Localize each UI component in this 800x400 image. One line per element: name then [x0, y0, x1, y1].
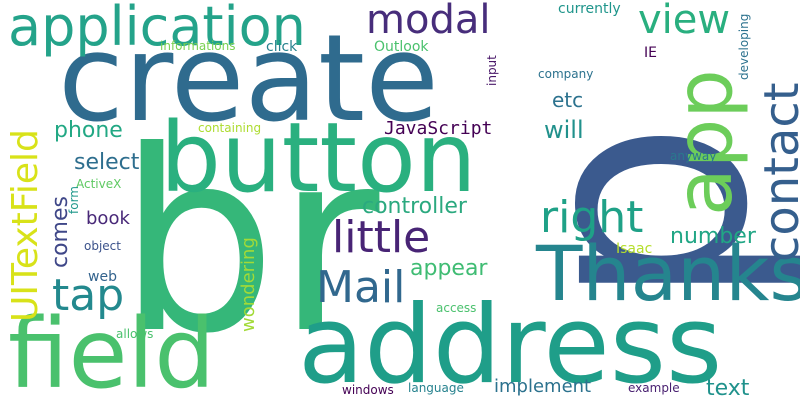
- word-UITextField: UITextField: [5, 129, 46, 322]
- word-developing: developing: [737, 13, 751, 80]
- word-form: form: [67, 186, 81, 214]
- word-app: app: [660, 69, 750, 216]
- word-containing: containing: [198, 121, 262, 135]
- word-little: little: [332, 212, 431, 263]
- word-example: example: [628, 381, 680, 395]
- word-Thanks: Thanks: [536, 229, 800, 318]
- word-controller: controller: [362, 194, 467, 219]
- word-view: view: [638, 0, 731, 43]
- word-phone: phone: [54, 118, 123, 143]
- word-ActiveX: ActiveX: [76, 177, 122, 191]
- word-IE: IE: [644, 45, 657, 61]
- word-Isaac: Isaac: [616, 241, 653, 257]
- word-object: object: [84, 239, 121, 253]
- word-anyway: anyway: [670, 149, 717, 163]
- word-Outlook: Outlook: [374, 39, 429, 55]
- word-Mail: Mail: [316, 262, 406, 313]
- word-allows: allows: [116, 327, 154, 341]
- word-button: button: [160, 102, 477, 214]
- word-field: field: [8, 298, 216, 400]
- word-book: book: [86, 208, 130, 229]
- word-click: click: [266, 39, 298, 55]
- word-right: right: [540, 192, 644, 243]
- word-address: address: [298, 283, 723, 400]
- word-implement: implement: [494, 376, 592, 397]
- word-etc: etc: [552, 88, 584, 112]
- word-br: br: [118, 97, 380, 388]
- word-tap: tap: [52, 270, 125, 321]
- word-JavaScript: JavaScript: [384, 118, 493, 139]
- word-wondering: wondering: [238, 237, 259, 332]
- word-text: text: [706, 376, 750, 400]
- word-windows: windows: [342, 383, 394, 397]
- word-input: input: [485, 55, 499, 86]
- word-language: language: [408, 381, 464, 395]
- word-web: web: [88, 269, 117, 285]
- word-select: select: [74, 150, 140, 175]
- word-number: number: [670, 224, 756, 249]
- word-currently: currently: [558, 1, 621, 17]
- word-will: will: [544, 116, 584, 144]
- word-access: access: [436, 301, 477, 315]
- word-application: application: [8, 0, 306, 58]
- word-appear: appear: [410, 256, 488, 281]
- word-informations: informations: [160, 39, 236, 53]
- word-create: create: [58, 10, 439, 149]
- word-company: company: [538, 67, 594, 81]
- word-modal: modal: [366, 0, 491, 43]
- word-contact: contact: [754, 82, 800, 262]
